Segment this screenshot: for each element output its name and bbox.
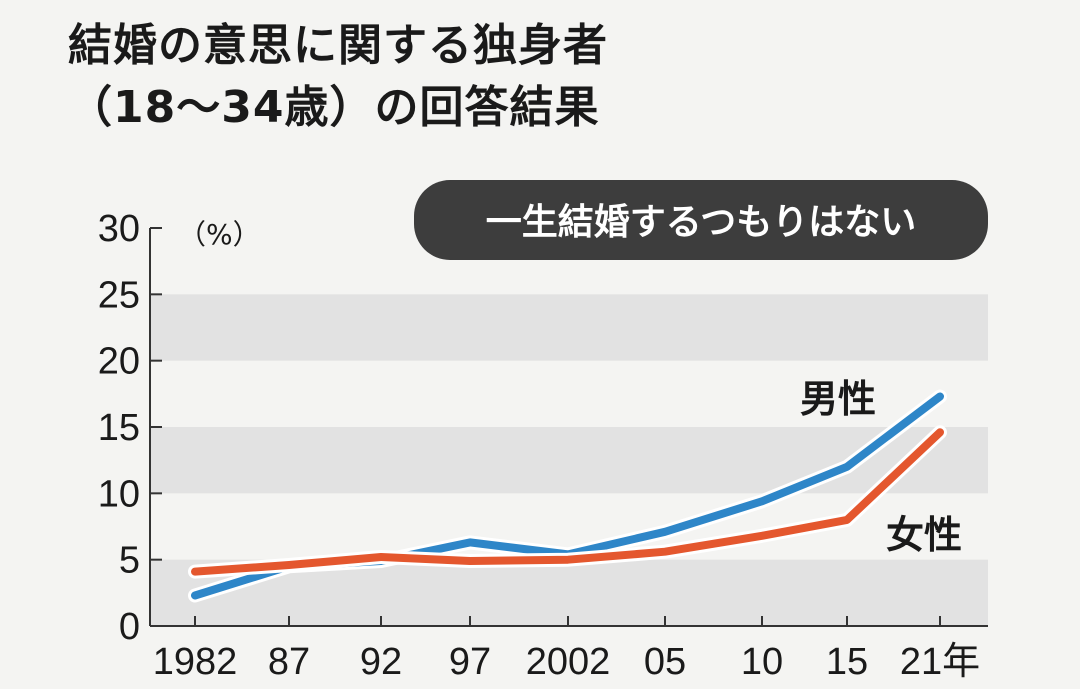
y-unit-label: （%） (178, 218, 261, 251)
y-tick-label: 30 (98, 208, 140, 250)
series-lines (188, 389, 947, 603)
y-tick-label: 15 (98, 407, 140, 449)
series-label-female: 女性 (886, 513, 962, 557)
x-tick-label: 05 (644, 641, 686, 683)
x-tick-label: 87 (268, 641, 310, 683)
chart-subtitle: 一生結婚するつもりはない (486, 202, 917, 243)
x-tick-label: 10 (741, 641, 783, 683)
y-tick-labels: 0 5 10 15 20 25 30 (98, 208, 140, 648)
y-tick-label: 20 (98, 341, 140, 383)
axes (149, 227, 988, 627)
y-tick-label: 0 (119, 606, 140, 648)
grid-bands (150, 294, 988, 626)
series-line-female (191, 428, 944, 576)
x-tick-label: 15 (826, 641, 868, 683)
x-tick-label: 92 (360, 641, 402, 683)
chart-title-line2: （18〜34歳）の回答結果 (68, 82, 600, 133)
y-tick-label: 25 (98, 274, 140, 316)
y-tick-label: 5 (119, 540, 140, 582)
x-tick-labels: 1982 87 92 97 2002 05 10 15 21年 (153, 641, 980, 683)
x-tick-label: 21年 (900, 641, 980, 683)
series-label-male: 男性 (800, 377, 876, 421)
grid-band (150, 294, 988, 361)
x-tick-label: 97 (449, 641, 491, 683)
chart-title-line1: 結婚の意思に関する独身者 (68, 20, 608, 71)
subtitle-badge: 一生結婚するつもりはない (414, 180, 988, 260)
y-tick-label: 10 (98, 473, 140, 515)
x-tick-label: 1982 (153, 641, 238, 683)
x-tick-label: 2002 (526, 641, 611, 683)
